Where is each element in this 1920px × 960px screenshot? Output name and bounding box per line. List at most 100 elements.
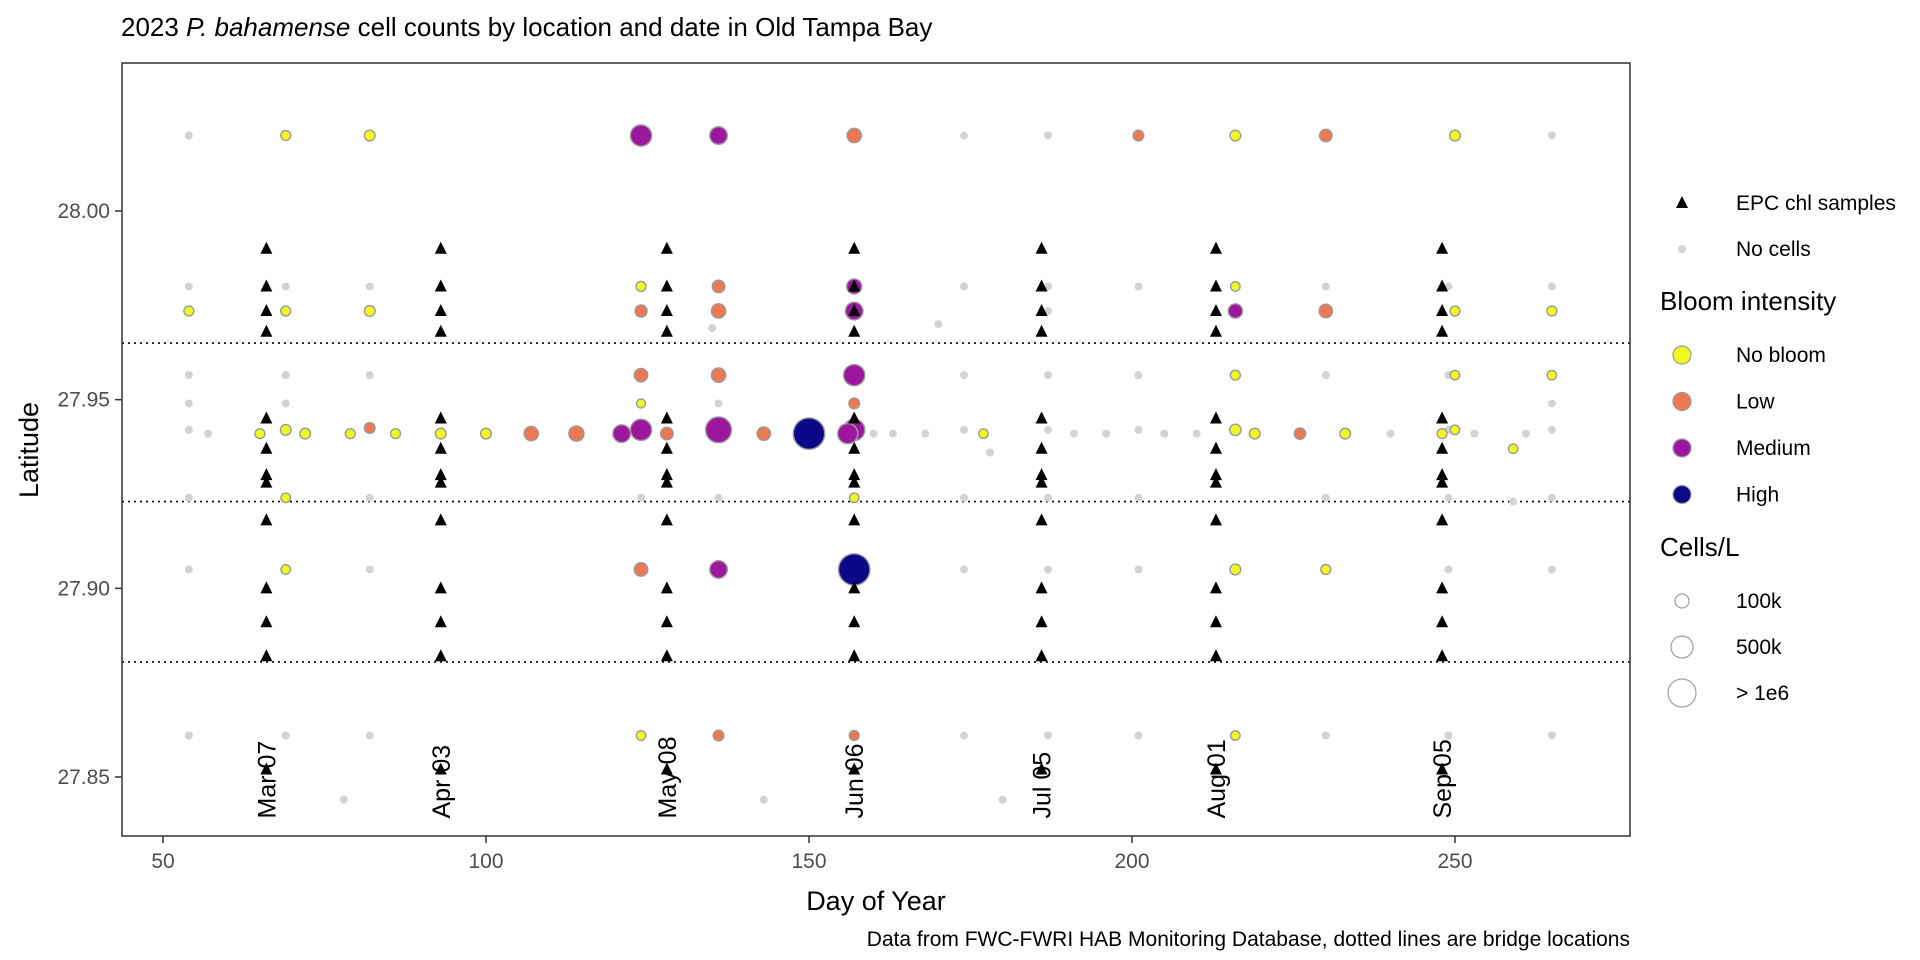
bloom-point [1507, 443, 1519, 455]
bloom-point [1436, 427, 1448, 440]
epc-sample-triangle [1035, 615, 1048, 628]
no-cells-point [1509, 497, 1518, 506]
epc-sample-triangle [260, 441, 273, 454]
bloom-point [711, 279, 726, 294]
bloom-point [635, 730, 647, 741]
legend-label: Medium [1736, 437, 1811, 460]
no-cells-point [1192, 429, 1201, 438]
bloom-point [434, 427, 447, 440]
no-cells-point [1044, 731, 1053, 740]
bloom-point [1228, 423, 1242, 437]
no-cells-point [184, 731, 193, 740]
y-tick-label: 28.00 [57, 200, 110, 223]
no-cells-point [1547, 425, 1556, 434]
bloom-point [659, 426, 674, 441]
bloom-point [183, 305, 195, 317]
epc-sample-triangle [848, 441, 861, 454]
title-species: P. bahamense [186, 12, 351, 42]
epc-sample-triangle [1436, 762, 1449, 775]
bloom-point [633, 562, 649, 577]
epc-sample-triangle [1436, 411, 1449, 424]
bloom-point [837, 553, 871, 586]
no-cells-point [1321, 731, 1330, 740]
epc-sample-triangle [260, 649, 273, 662]
epc-sample-triangle [1209, 615, 1222, 628]
no-cells-point [888, 429, 897, 438]
no-cells-point [1044, 425, 1053, 434]
chart-title: 2023 P. bahamense cell counts by locatio… [121, 12, 932, 43]
x-tick-label: 50 [151, 850, 174, 873]
bloom-point [1320, 563, 1332, 576]
no-cells-point [281, 399, 290, 408]
epc-sample-triangle [1209, 468, 1222, 481]
epc-sample-triangle [260, 241, 273, 254]
bloom-point [479, 427, 493, 440]
epc-sample-triangle [1209, 581, 1222, 594]
epc-sample-triangle [1436, 279, 1449, 292]
bloom-point [254, 427, 266, 440]
no-cells-point [1134, 493, 1143, 502]
no-cells-point [1386, 429, 1395, 438]
no-cells-point [281, 371, 290, 380]
no-cells-point [869, 429, 878, 438]
no-cells-point [1044, 371, 1053, 380]
no-cells-point [1547, 493, 1556, 502]
no-cells-point [365, 493, 374, 502]
epc-sample-triangle [434, 411, 447, 424]
epc-sample-triangle [1209, 324, 1222, 337]
epc-sample-triangle [848, 324, 861, 337]
no-cells-point [281, 731, 290, 740]
legend-intensity-icon [1672, 484, 1692, 505]
epc-sample-triangle [434, 303, 447, 316]
epc-sample-triangle [848, 649, 861, 662]
epc-sample-triangle [848, 513, 861, 526]
no-cells-point [960, 731, 969, 740]
epc-sample-triangle [260, 475, 273, 488]
bloom-point [1227, 303, 1244, 319]
x-tick-label: 100 [468, 850, 503, 873]
bloom-point [612, 424, 632, 444]
bloom-point [363, 304, 376, 318]
bloom-point [710, 303, 727, 319]
legend-label: No bloom [1736, 344, 1826, 367]
title-suffix: cell counts by location and date in Old … [350, 12, 933, 42]
bloom-point [629, 124, 653, 147]
no-cells-point [960, 371, 969, 380]
no-cells-point [1470, 429, 1479, 438]
epc-sample-triangle [1035, 279, 1048, 292]
bloom-point [1448, 129, 1462, 142]
bloom-point [389, 427, 402, 440]
epc-sample-triangle [260, 303, 273, 316]
bloom-point [280, 305, 292, 317]
epc-sample-triangle [1436, 581, 1449, 594]
epc-sample-triangle [1436, 649, 1449, 662]
legend-label: 500k [1736, 636, 1782, 659]
epc-sample-triangle [260, 279, 273, 292]
bloom-point [710, 367, 727, 383]
epc-sample-triangle [1209, 279, 1222, 292]
bloom-point [704, 416, 733, 444]
chart-caption: Data from FWC-FWRI HAB Monitoring Databa… [866, 928, 1630, 951]
epc-sample-triangle [260, 581, 273, 594]
no-cells-point [1547, 131, 1556, 140]
epc-sample-triangle [660, 649, 673, 662]
no-cells-point [1444, 565, 1453, 574]
no-cells-point [1444, 731, 1453, 740]
epc-sample-triangle [1035, 441, 1048, 454]
bloom-point [1229, 369, 1242, 381]
epc-sample-triangle [1035, 475, 1048, 488]
epc-sample-triangle [1436, 475, 1449, 488]
no-cells-point [184, 425, 193, 434]
epc-sample-triangle [434, 441, 447, 454]
no-cells-point [960, 493, 969, 502]
no-cells-point [1044, 131, 1053, 140]
x-axis-label: Day of Year [806, 886, 946, 916]
bloom-point [629, 418, 653, 442]
epc-sample-triangle [1035, 762, 1048, 775]
no-cells-point [1444, 493, 1453, 502]
bloom-point [635, 398, 647, 409]
epc-sample-triangle [1035, 303, 1048, 316]
bloom-point [1449, 424, 1461, 436]
no-cells-point [1102, 429, 1111, 438]
bloom-point [363, 129, 376, 142]
